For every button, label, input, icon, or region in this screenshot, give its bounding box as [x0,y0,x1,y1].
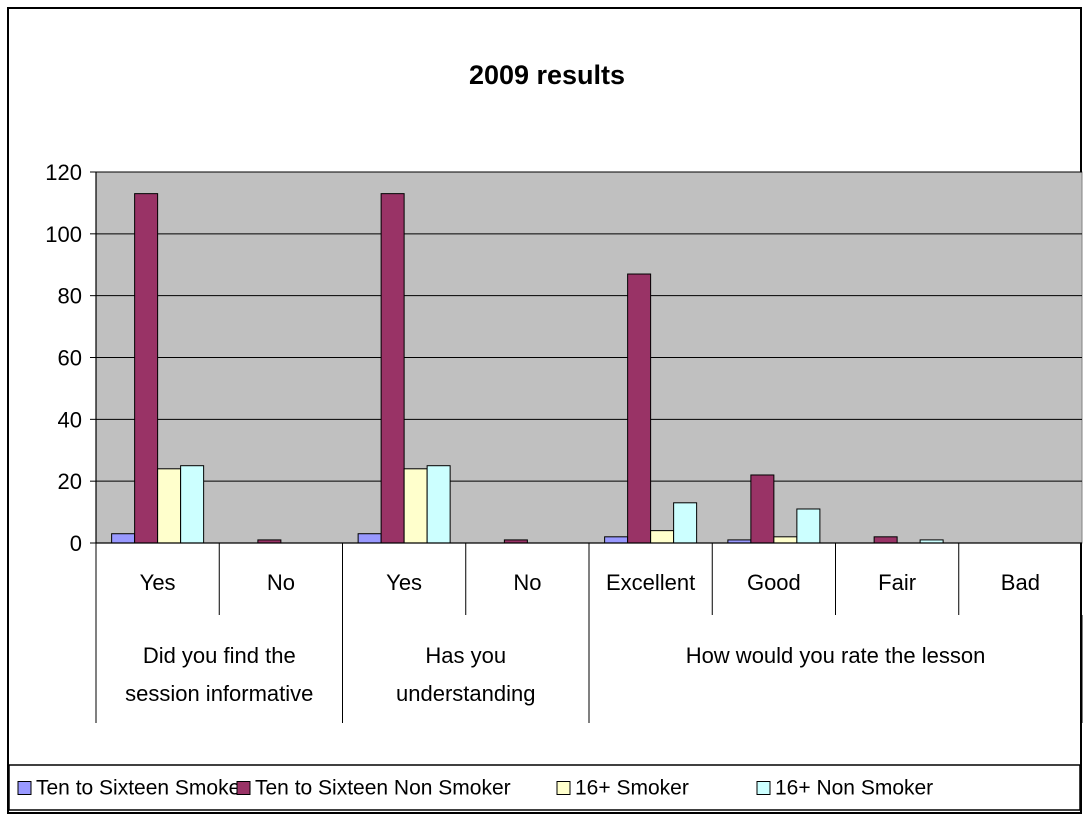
x-category-label: Excellent [606,570,695,595]
bar [380,193,405,544]
x-category-label: Bad [1001,570,1040,595]
y-tick-label: 100 [45,222,82,247]
y-tick-label: 120 [45,160,82,185]
legend-label: 16+ Smoker [575,777,689,800]
bar-chart: 2009 results 0 20 40 60 80 100 120 Yes No Yes No Ex… [9,60,1083,811]
bar [796,508,821,544]
x-category-label: Yes [140,570,176,595]
y-tick-label: 60 [58,346,82,371]
legend-swatch [556,781,571,795]
x-category-label: No [267,570,295,595]
bar [426,465,451,544]
y-tick-label: 20 [58,469,82,494]
legend-label: 16+ Non Smoker [775,777,933,800]
y-tick-label: 80 [58,284,82,309]
bar [750,474,775,544]
bar [111,533,136,544]
x-category-label: Good [747,570,801,595]
bar [357,533,382,544]
x-group-label: session informative [125,681,313,706]
bar [773,536,798,544]
x-group-label: Did you find the [143,643,296,668]
y-tick-label: 40 [58,407,82,432]
bar [627,273,652,544]
bar [673,502,698,544]
x-group-label: understanding [396,681,535,706]
x-category-label: Yes [386,570,422,595]
legend-swatch [17,781,32,795]
x-group-label: Has you [425,643,506,668]
bar [604,536,629,544]
chart-frame: 2009 results 0 20 40 60 80 100 120 Yes No Yes No Ex… [7,7,1083,814]
bar [650,530,675,544]
bar [157,468,182,544]
y-tick-label: 0 [70,531,82,556]
x-category-label: No [513,570,541,595]
bar [180,465,205,544]
legend-box [9,764,1081,811]
bar [134,193,159,544]
x-group-label: How would you rate the lesson [686,643,986,668]
bar [873,536,898,544]
legend-label: Ten to Sixteen Smoker [36,777,247,800]
x-category-label: Fair [878,570,916,595]
legend-swatch [236,781,251,795]
legend-swatch [756,781,771,795]
chart-title: 2009 results [469,60,625,90]
bar [403,468,428,544]
legend-label: Ten to Sixteen Non Smoker [255,777,511,800]
